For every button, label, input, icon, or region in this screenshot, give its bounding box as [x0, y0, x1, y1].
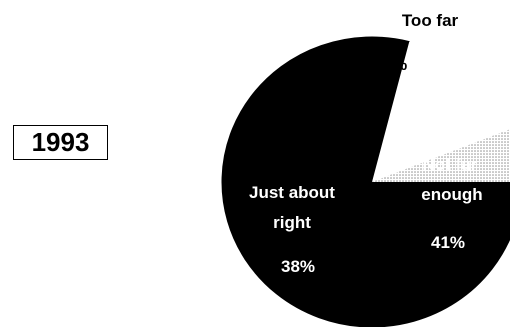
pie-slice-too-far: [372, 129, 510, 182]
slice-label-too-far: Too far: [402, 11, 459, 30]
slice-label-dk: DK: [315, 68, 340, 87]
slice-label-not-far-enough: enough: [421, 185, 482, 204]
slice-label-not-far-enough: Not far: [423, 155, 478, 174]
year-label: 1993: [13, 125, 108, 160]
slice-value-just-about-right: 38%: [281, 257, 315, 276]
slice-label-just-about-right: right: [273, 213, 311, 232]
pie-slice-not-far-enough: [244, 181, 510, 327]
slice-value-not-far-enough: 41%: [431, 233, 465, 252]
slice-value-dk: 15%: [313, 99, 347, 118]
pie-slice-dk: [372, 41, 510, 182]
slice-value-too-far: 6%: [383, 55, 408, 74]
pie-slice-just-about-right: [221, 36, 410, 261]
slice-label-just-about-right: Just about: [249, 183, 335, 202]
